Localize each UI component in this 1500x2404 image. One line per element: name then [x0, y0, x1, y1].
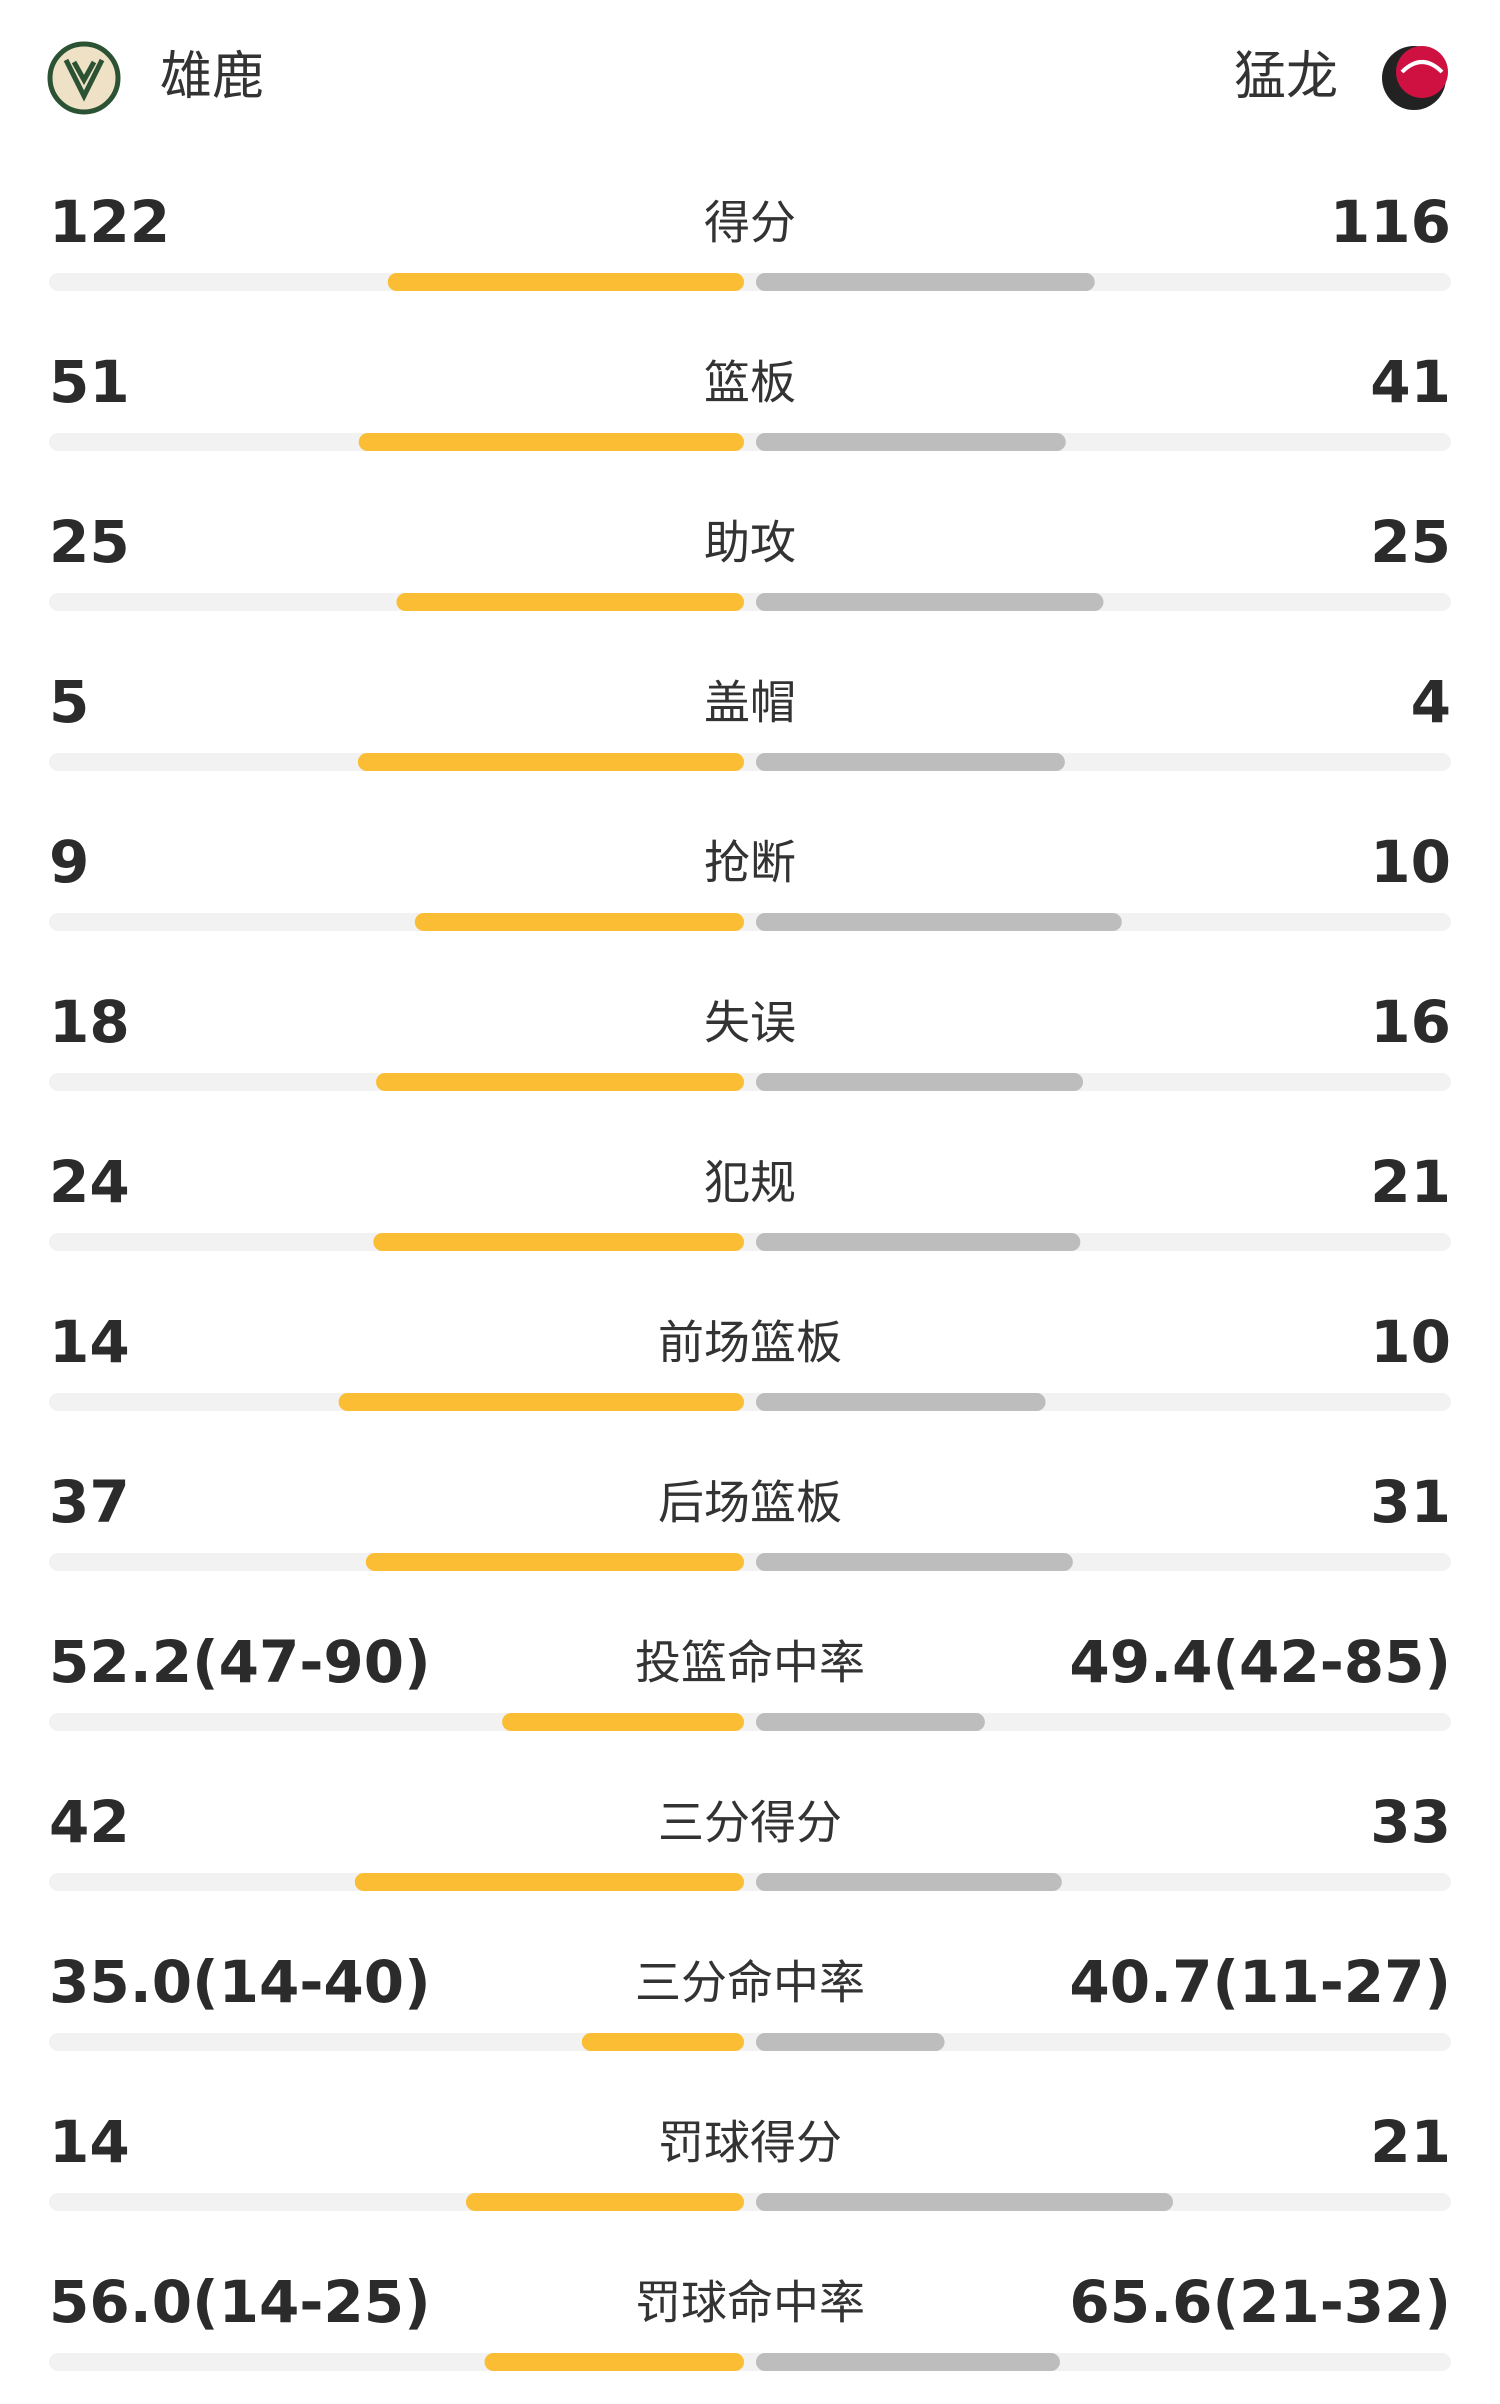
home-bar — [338, 1393, 744, 1411]
away-value: 40.7(11-27) — [1069, 1948, 1451, 2016]
away-value: 31 — [1370, 1468, 1451, 1536]
home-value: 122 — [49, 188, 170, 256]
stat-label: 犯规 — [704, 1156, 796, 1210]
away-value: 33 — [1370, 1788, 1451, 1856]
stat-label: 助攻 — [704, 516, 796, 570]
away-bar — [756, 1233, 1081, 1251]
bar-track — [49, 593, 1451, 611]
home-value: 35.0(14-40) — [49, 1948, 431, 2016]
home-logo — [47, 41, 121, 115]
home-value: 18 — [49, 988, 130, 1056]
away-bar — [756, 1873, 1062, 1891]
home-bar — [414, 913, 744, 931]
home-value: 42 — [49, 1788, 130, 1856]
home-value: 24 — [49, 1148, 130, 1216]
away-bar — [756, 593, 1104, 611]
away-value: 21 — [1370, 2108, 1451, 2176]
away-value: 4 — [1411, 668, 1451, 736]
away-bar — [756, 273, 1095, 291]
stat-label: 后场篮板 — [658, 1476, 842, 1530]
stat-label: 篮板 — [704, 356, 796, 410]
bar-track — [49, 433, 1451, 451]
bar-track — [49, 1233, 1451, 1251]
home-bar — [581, 2033, 744, 2051]
bar-track — [49, 913, 1451, 931]
away-value: 49.4(42-85) — [1069, 1628, 1451, 1696]
stat-label: 得分 — [704, 196, 796, 250]
away-bar — [756, 2193, 1173, 2211]
bar-track — [49, 1873, 1451, 1891]
stat-label: 前场篮板 — [658, 1316, 842, 1370]
home-value: 9 — [49, 828, 89, 896]
stat-label: 罚球得分 — [658, 2116, 842, 2170]
home-bar — [387, 273, 744, 291]
bar-track — [49, 2353, 1451, 2371]
away-bar — [756, 1713, 985, 1731]
home-value: 51 — [49, 348, 130, 416]
home-value: 14 — [49, 1308, 130, 1376]
stat-label: 三分得分 — [658, 1796, 842, 1850]
home-bar — [502, 1713, 744, 1731]
home-bar — [373, 1233, 744, 1251]
home-bar — [357, 753, 744, 771]
home-bar — [466, 2193, 744, 2211]
stat-label: 罚球命中率 — [635, 2276, 865, 2330]
home-value: 25 — [49, 508, 130, 576]
home-value: 52.2(47-90) — [49, 1628, 431, 1696]
away-bar — [756, 1393, 1046, 1411]
stat-label: 三分命中率 — [635, 1956, 865, 2010]
home-bar — [484, 2353, 744, 2371]
away-logo — [1382, 46, 1448, 110]
bar-track — [49, 1553, 1451, 1571]
away-value: 10 — [1370, 1308, 1451, 1376]
home-bar — [365, 1553, 744, 1571]
away-team: 猛龙 — [1234, 47, 1338, 107]
bar-track — [49, 273, 1451, 291]
home-value: 14 — [49, 2108, 130, 2176]
home-bar — [376, 1073, 744, 1091]
bar-track — [49, 2193, 1451, 2211]
away-value: 10 — [1370, 828, 1451, 896]
home-value: 5 — [49, 668, 89, 736]
away-bar — [756, 1073, 1084, 1091]
home-value: 37 — [49, 1468, 130, 1536]
away-bar — [756, 753, 1065, 771]
away-bar — [756, 2033, 945, 2051]
home-bar — [354, 1873, 744, 1891]
home-value: 56.0(14-25) — [49, 2268, 431, 2336]
stat-label: 失误 — [704, 996, 796, 1050]
away-value: 41 — [1370, 348, 1451, 416]
stat-label: 盖帽 — [704, 676, 796, 730]
stat-label: 投篮命中率 — [635, 1636, 865, 1690]
away-value: 116 — [1330, 188, 1451, 256]
away-bar — [756, 913, 1122, 931]
away-value: 65.6(21-32) — [1069, 2268, 1451, 2336]
bar-track — [49, 1713, 1451, 1731]
away-bar — [756, 1553, 1073, 1571]
bar-track — [49, 2033, 1451, 2051]
away-bar — [756, 433, 1066, 451]
home-bar — [358, 433, 744, 451]
stat-label: 抢断 — [704, 836, 796, 890]
home-bar — [396, 593, 744, 611]
away-bar — [756, 2353, 1060, 2371]
bar-track — [49, 1393, 1451, 1411]
away-value: 21 — [1370, 1148, 1451, 1216]
bar-track — [49, 753, 1451, 771]
away-value: 16 — [1370, 988, 1451, 1056]
home-team: 雄鹿 — [160, 47, 264, 107]
away-value: 25 — [1370, 508, 1451, 576]
bar-track — [49, 1073, 1451, 1091]
